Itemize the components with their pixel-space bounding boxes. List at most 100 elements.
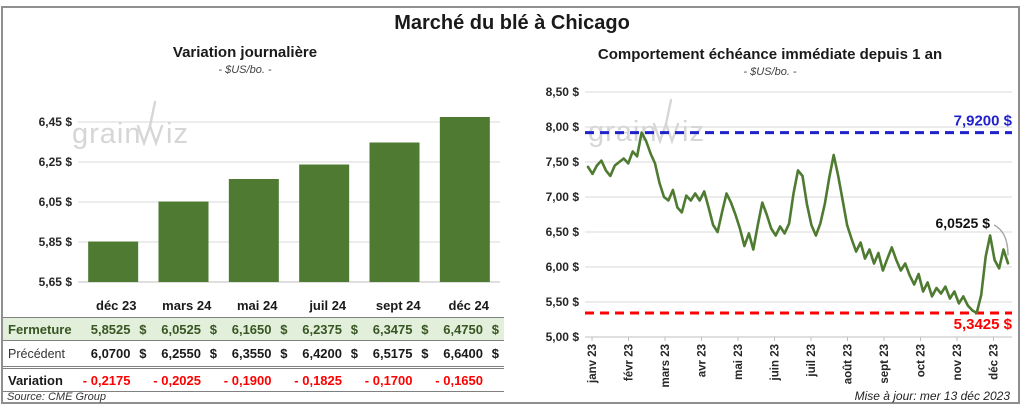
x-axis-tick-label: mai 23	[733, 344, 745, 380]
cell-value: 6,4750	[443, 321, 483, 337]
cell-unit: $	[491, 346, 499, 361]
value-cell: 6,2550 $	[152, 346, 223, 361]
watermark-wheat-stem-icon	[148, 100, 157, 128]
value-cell: 6,4750 $	[434, 322, 505, 337]
y-axis-tick-label: 8,50 $	[546, 85, 580, 99]
table-column-header: juil 24	[309, 298, 347, 313]
value-cell: 6,1650 $	[222, 322, 293, 337]
x-axis-tick-label: févr 23	[624, 344, 636, 381]
value-cell: - 0,1900	[222, 373, 293, 388]
value-cell: 5,8525 $	[81, 322, 152, 337]
line-chart-title: Comportement échéance immédiate depuis 1…	[597, 46, 943, 63]
value-cell: - 0,1825	[293, 373, 364, 388]
cell-unit: $	[350, 346, 358, 361]
table-column-header: mai 24	[237, 298, 278, 313]
table-column-header: déc 23	[96, 298, 137, 313]
bar-chart: 5,65 $ 5,85 $ 6,05 $ 6,25 $ 6,45 $ grain iz	[39, 100, 500, 289]
row-label: Précédent	[8, 346, 65, 361]
x-axis-tick-label: janv 23	[587, 344, 599, 384]
cell-value: - 0,1650	[435, 372, 483, 388]
value-cell: 6,2375 $	[293, 322, 364, 337]
watermark-wheat-icon	[136, 122, 164, 147]
cell-unit: $	[139, 346, 147, 361]
cell-value: 6,5175	[372, 346, 413, 361]
cell-unit: $	[491, 321, 499, 337]
x-axis-tick-label: sept 23	[879, 344, 891, 384]
price-line	[586, 131, 1010, 315]
min-value-label: 5,3425 $	[954, 316, 1013, 333]
cell-value: 6,6400	[443, 346, 483, 361]
cell-value: - 0,2175	[82, 372, 131, 388]
x-axis-tick-label: nov 23	[952, 344, 964, 380]
watermark-text: grain	[72, 118, 142, 150]
x-axis-tick-label: avr 23	[697, 344, 709, 377]
cell-value: - 0,1900	[223, 372, 272, 388]
table-header-row: déc 23 mars 24 mai 24 juil 24 sept 24 déc 24	[3, 294, 504, 317]
cell-value: 6,2550	[161, 346, 201, 361]
last-value-label: 6,0525 $	[936, 215, 991, 231]
prices-table: déc 23 mars 24 mai 24 juil 24 sept 24 déc 24 F…	[3, 294, 504, 392]
x-axis-tick-label: juil 23	[806, 344, 818, 378]
y-axis-tick-label: 6,00 $	[546, 260, 580, 274]
y-axis-tick-label: 6,05 $	[39, 195, 73, 209]
value-cell: - 0,1650	[434, 373, 505, 388]
cell-value: - 0,1825	[294, 372, 342, 388]
watermark-wheat-stem-icon	[664, 98, 673, 126]
cell-value: - 0,2025	[153, 372, 201, 388]
cell-unit: $	[280, 346, 288, 361]
bar-chart-title: Variation journalière	[172, 44, 318, 61]
row-label: Variation	[8, 372, 63, 388]
cell-value: 6,4200	[302, 346, 342, 361]
bar-chart-subtitle: - $US/bo. -	[218, 64, 272, 76]
table-row-variation: Variation - 0,2175 - 0,2025 - 0,1900 - 0,182…	[3, 366, 504, 392]
page-title: Marché du blé à Chicago	[394, 12, 630, 34]
table-column-header: mars 24	[162, 298, 212, 313]
y-axis-tick-label: 7,00 $	[546, 190, 580, 204]
bar	[228, 179, 279, 282]
cell-value: 6,1650	[231, 321, 272, 337]
cell-value: 5,8525	[90, 321, 131, 337]
x-axis-tick-label: juin 23	[770, 344, 782, 381]
bar	[158, 201, 209, 282]
y-axis-tick-label: 8,00 $	[546, 120, 580, 134]
cell-unit: $	[139, 321, 147, 337]
cell-unit: $	[421, 321, 429, 337]
max-value-label: 7,9200 $	[954, 113, 1013, 130]
y-axis-tick-label: 5,50 $	[546, 295, 580, 309]
table-row-fermeture: Fermeture 5,8525 $6,0525 $6,1650 $6,2375 $6,3…	[3, 317, 504, 341]
cell-unit: $	[280, 321, 288, 337]
table-column-header: déc 24	[448, 298, 489, 313]
y-axis-tick-label: 7,50 $	[546, 155, 580, 169]
cell-value: 6,0700	[90, 346, 131, 361]
y-axis-tick-label: 5,85 $	[39, 235, 73, 249]
watermark-text: iz	[166, 118, 189, 150]
value-cell: - 0,1700	[363, 373, 434, 388]
value-cell: - 0,2175	[81, 373, 152, 388]
table-column-header: sept 24	[375, 298, 421, 313]
value-cell: 6,3475 $	[363, 322, 434, 337]
y-axis-tick-label: 6,45 $	[39, 115, 73, 129]
x-axis-tick-label: déc 23	[989, 344, 1001, 380]
cell-unit: $	[421, 346, 429, 361]
cell-value: 6,3550	[231, 346, 272, 361]
bar	[88, 241, 139, 282]
cell-value: 6,0525	[161, 321, 201, 337]
value-cell: 6,5175 $	[363, 346, 434, 361]
callout-leader-line	[993, 224, 1009, 256]
cell-value: 6,3475	[372, 321, 413, 337]
cell-value: 6,2375	[302, 321, 342, 337]
cell-unit: $	[209, 346, 217, 361]
updated-note: Mise à jour: mer 13 déc 2023	[854, 389, 1010, 403]
y-axis-tick-label: 5,65 $	[39, 275, 73, 289]
x-axis-tick-label: août 23	[843, 344, 855, 384]
bar	[369, 142, 420, 282]
row-label: Fermeture	[8, 321, 72, 337]
cell-value: - 0,1700	[364, 372, 413, 388]
table-row-precedent: Précédent 6,0700 $6,2550 $6,3550 $6,4200 $6,5…	[3, 341, 504, 366]
y-axis-tick-label: 6,50 $	[546, 225, 580, 239]
value-cell: 6,4200 $	[293, 346, 364, 361]
value-cell: 6,0700 $	[81, 346, 152, 361]
x-axis-tick-label: mars 23	[660, 344, 672, 387]
bar	[439, 117, 490, 282]
